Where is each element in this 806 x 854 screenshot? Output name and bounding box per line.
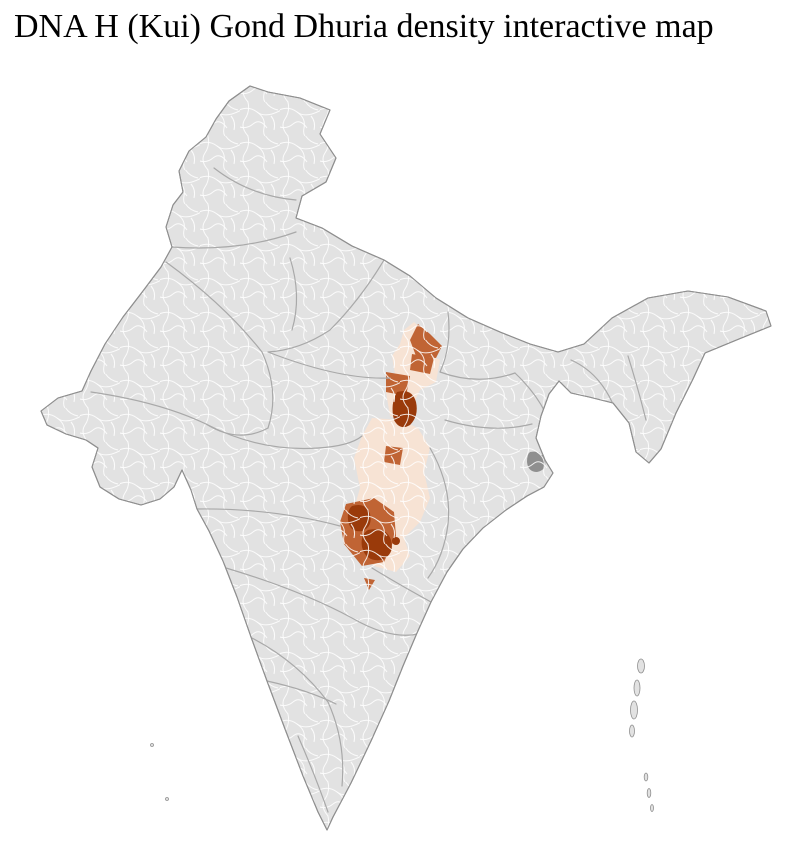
island[interactable] [650, 804, 654, 812]
district-borders-texture [41, 86, 771, 830]
state-boundary [439, 371, 516, 380]
island-districts [150, 658, 654, 812]
state-boundary [439, 311, 450, 373]
state-boundaries [90, 167, 647, 813]
island[interactable] [165, 797, 169, 801]
state-boundary [196, 508, 341, 527]
state-boundary [297, 735, 329, 813]
island[interactable] [637, 658, 645, 674]
state-boundary [251, 637, 344, 787]
state-boundary [627, 355, 647, 421]
island[interactable] [643, 772, 649, 782]
island[interactable] [629, 724, 635, 738]
state-boundary [225, 567, 419, 636]
state-boundary [267, 351, 391, 379]
state-boundary [171, 231, 297, 249]
island[interactable] [646, 788, 652, 798]
state-boundary [289, 257, 298, 331]
state-boundary [570, 359, 613, 403]
island[interactable] [630, 700, 638, 720]
state-boundary [267, 259, 385, 353]
state-boundary [371, 567, 432, 603]
india-outline [40, 85, 772, 831]
state-boundary [266, 680, 337, 705]
state-boundary [444, 419, 533, 429]
page-title: DNA H (Kui) Gond Dhuria density interact… [14, 8, 714, 45]
state-boundary [213, 167, 297, 201]
island[interactable] [150, 743, 154, 747]
state-boundary [427, 447, 450, 579]
island[interactable] [633, 679, 641, 697]
state-boundary [165, 261, 274, 429]
state-boundary [205, 423, 363, 450]
